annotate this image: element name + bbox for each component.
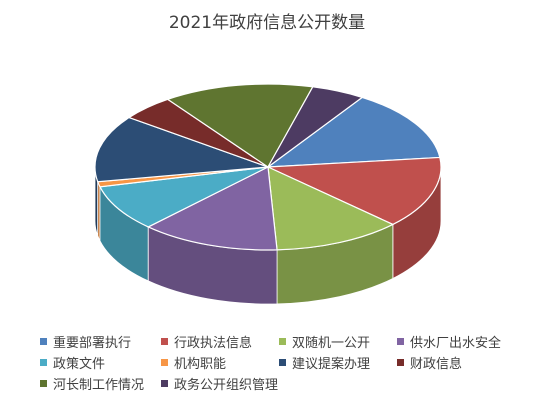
legend-label: 财政信息 <box>410 357 463 372</box>
legend-row: 政策文件 机构职能 建议提案办理 财政信息 <box>40 352 520 373</box>
pie-slice-3 <box>267 166 395 251</box>
legend-swatch <box>161 359 168 366</box>
legend-label: 机构职能 <box>174 357 227 372</box>
legend-item: 政务公开组织管理 <box>161 374 279 393</box>
legend-swatch <box>161 380 168 387</box>
legend-label: 河长制工作情况 <box>53 378 145 393</box>
legend-item: 行政执法信息 <box>161 332 279 351</box>
pie-tops <box>94 83 442 251</box>
legend-item: 重要部署执行 <box>40 332 161 351</box>
legend-item: 财政信息 <box>397 353 515 372</box>
legend-swatch <box>40 338 47 345</box>
legend-swatch <box>397 338 404 345</box>
legend-swatch <box>40 380 47 387</box>
legend-swatch <box>161 338 168 345</box>
legend-item: 机构职能 <box>161 353 279 372</box>
legend-label: 政策文件 <box>53 357 106 372</box>
legend-label: 政务公开组织管理 <box>174 378 279 393</box>
legend-label: 建议提案办理 <box>292 357 371 372</box>
pie-slice-7 <box>94 116 269 183</box>
legend-row: 河长制工作情况 政务公开组织管理 <box>40 373 520 394</box>
legend-swatch <box>397 359 404 366</box>
legend: 重要部署执行 行政执法信息 双随机一公开 供水厂出水安全政策文件 机构职能 建议提案办理 财… <box>40 331 520 394</box>
legend-item: 供水厂出水安全 <box>397 332 515 351</box>
legend-item: 双随机一公开 <box>279 332 397 351</box>
legend-row: 重要部署执行 行政执法信息 双随机一公开 供水厂出水安全 <box>40 331 520 352</box>
pie-slice-10 <box>267 86 364 168</box>
legend-label: 供水厂出水安全 <box>410 336 502 351</box>
legend-swatch <box>40 359 47 366</box>
legend-swatch <box>279 359 286 366</box>
pie-slice-1 <box>266 96 441 168</box>
legend-item: 政策文件 <box>40 353 161 372</box>
legend-label: 行政执法信息 <box>174 336 253 351</box>
legend-item: 河长制工作情况 <box>40 374 161 393</box>
pie-slice-9 <box>166 83 314 168</box>
legend-label: 重要部署执行 <box>53 336 132 351</box>
legend-item: 建议提案办理 <box>279 353 397 372</box>
pie-slice-4 <box>146 166 278 251</box>
chart-title: 2021年政府信息公开数量 <box>169 13 365 33</box>
pie-slice-2 <box>267 156 442 226</box>
legend-label: 双随机一公开 <box>292 336 371 351</box>
legend-swatch <box>279 338 286 345</box>
